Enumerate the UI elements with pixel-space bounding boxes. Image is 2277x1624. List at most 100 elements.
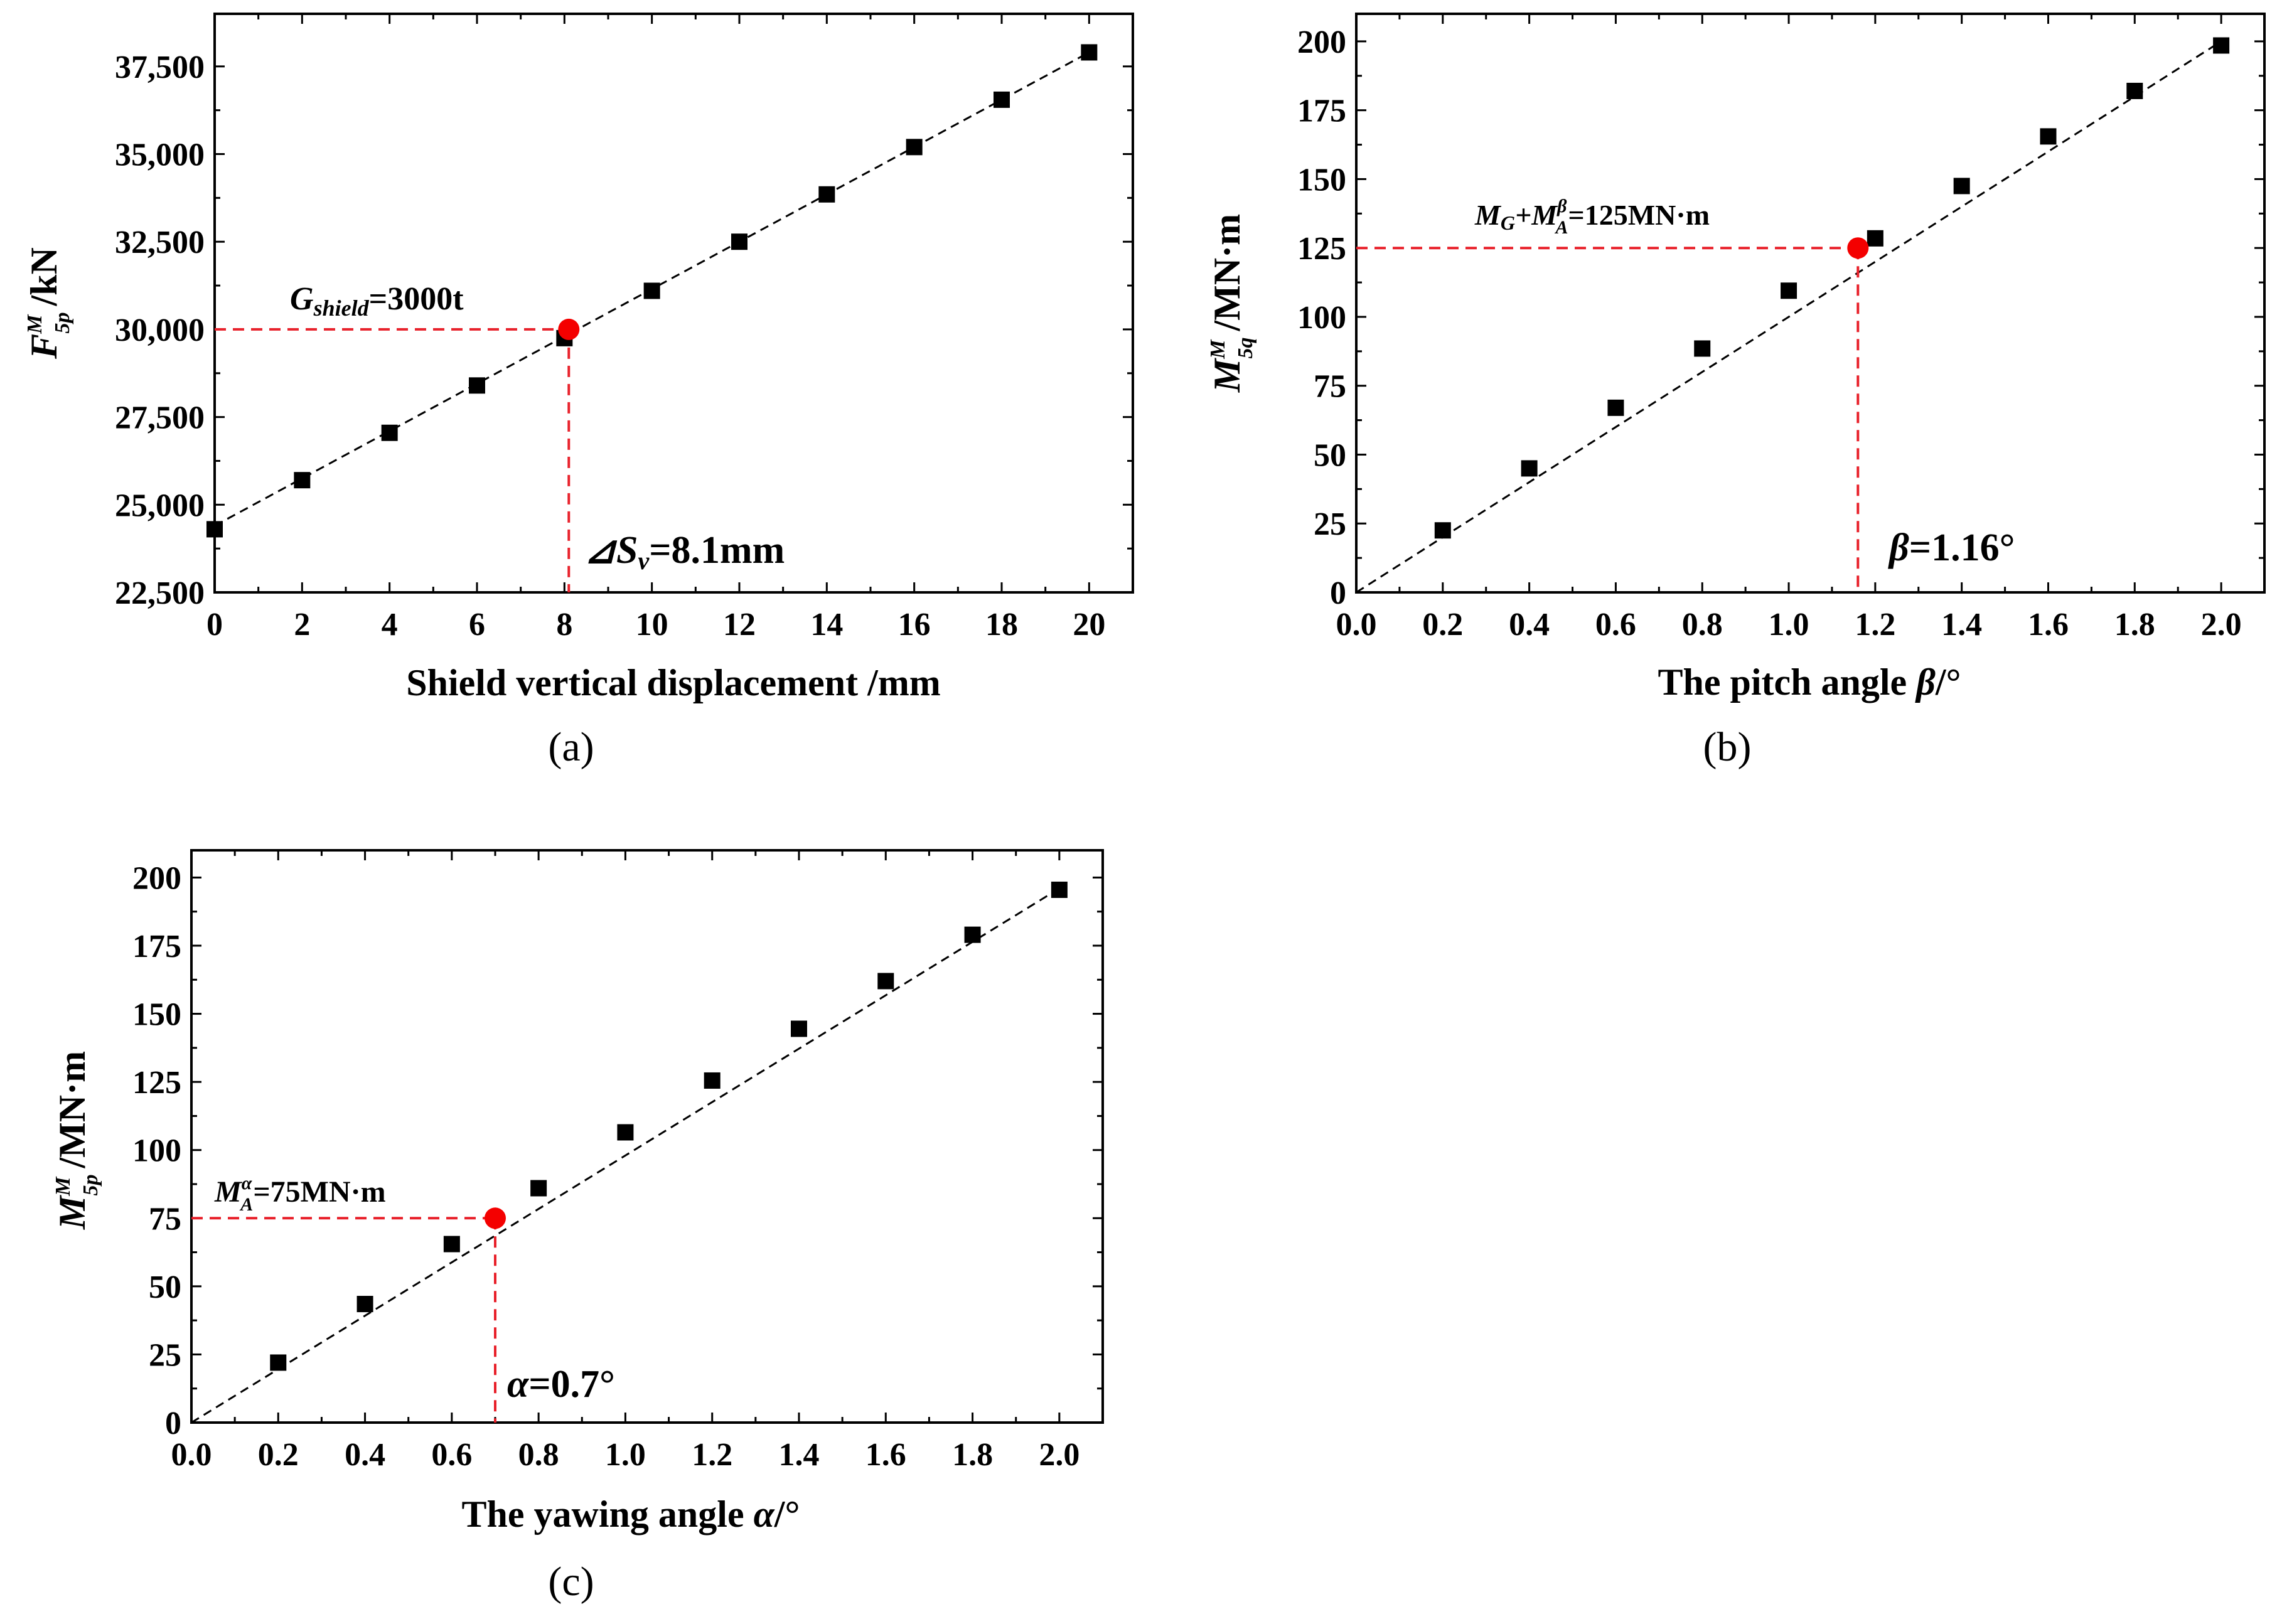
annotation-bottom-b: β=1.16°: [1888, 526, 2015, 569]
x-tick-label: 1.6: [865, 1437, 906, 1473]
plot-frame-b: [1355, 13, 2266, 594]
x-tick-label: 0.4: [345, 1437, 385, 1473]
x-tick-label: 0.0: [1336, 607, 1377, 643]
lines-c: [191, 887, 1060, 1424]
caption-b: (b): [1703, 724, 1752, 770]
x-tick-label: 12: [723, 607, 756, 643]
data-point: [1434, 522, 1451, 539]
data-point: [731, 233, 747, 250]
data-point: [381, 424, 398, 441]
points-b: [1434, 37, 2230, 539]
y-tick-label: 75: [149, 1201, 181, 1237]
data-point: [2126, 82, 2143, 99]
x-tick-label: 0.8: [1682, 607, 1723, 643]
y-tick-label: 0: [1330, 575, 1346, 611]
y-tick-label: 32,500: [115, 225, 205, 260]
data-point: [1694, 340, 1711, 357]
x-tick-label: 2: [294, 607, 310, 643]
x-axis-label-a: Shield vertical displacement /mm: [406, 662, 941, 703]
data-point: [818, 186, 835, 203]
y-tick-label: 100: [132, 1133, 181, 1169]
annotation-bottom-a: ⊿Sv=8.1mm: [584, 529, 785, 575]
data-point: [1781, 282, 1797, 299]
y-tick-label: 25: [1314, 506, 1346, 542]
trend-line: [191, 887, 1060, 1424]
data-point: [704, 1072, 721, 1089]
data-point: [443, 1236, 460, 1253]
chart-panel-a: 0 2 4 6 8 10 12 14 16 18 20 22,500 25,000 27,500 30,0…: [23, 13, 1134, 770]
chart-panel-c: 0.0 0.2 0.4 0.6 0.8 1.0 1.2 1.4 1.6 1.8 2.0 0 25 50 7…: [51, 849, 1104, 1605]
annotation-top-b: MG+Mβ A=125MN·m: [1474, 196, 1710, 238]
x-tick-label: 0.6: [431, 1437, 472, 1473]
data-point: [356, 1296, 373, 1313]
x-tick-label: 16: [898, 607, 931, 643]
x-tick-label: 8: [556, 607, 572, 643]
y-tick-label: 200: [1297, 24, 1346, 60]
y-tick-label: 200: [132, 860, 181, 896]
y-tick-label: 50: [1314, 437, 1346, 473]
data-point: [1051, 881, 1068, 898]
data-point: [2040, 128, 2057, 145]
x-tick-label: 1.8: [2114, 607, 2155, 643]
x-tick-label: 0.2: [1422, 607, 1463, 643]
x-tick-label: 0.8: [518, 1437, 559, 1473]
y-tick-label: 50: [149, 1269, 181, 1305]
annotation-top-c: Mα A=75MN·m: [214, 1173, 386, 1215]
x-tick-label: 1.8: [952, 1437, 993, 1473]
x-tick-label: 18: [985, 607, 1018, 643]
data-point: [530, 1180, 547, 1197]
x-tick-label: 10: [636, 607, 668, 643]
y-tick-label: 22,500: [115, 575, 205, 611]
x-axis-label-c: The yawing angle α/°: [462, 1493, 800, 1535]
y-tick-label: 35,000: [115, 137, 205, 173]
x-tick-label: 1.6: [2028, 607, 2069, 643]
y-tick-label: 150: [132, 997, 181, 1033]
data-point: [270, 1354, 287, 1371]
y-tick-label: 125: [1297, 231, 1346, 267]
lines-a: [214, 51, 1090, 592]
x-tick-label: 0.0: [171, 1437, 212, 1473]
x-axis-label-b: The pitch angle β/°: [1658, 661, 1961, 703]
data-point: [617, 1124, 634, 1141]
y-tick-label: 175: [132, 929, 181, 964]
highlight-point: [485, 1207, 506, 1229]
trend-line: [1356, 40, 2222, 594]
x-tick-label: 14: [810, 607, 843, 643]
data-point: [2213, 37, 2230, 54]
annotation-top-a: Gshield=3000t: [290, 281, 464, 321]
x-tick-label: 1.4: [779, 1437, 820, 1473]
y-tick-label: 0: [165, 1406, 181, 1441]
x-tick-label: 2.0: [1039, 1437, 1080, 1473]
data-point: [1867, 230, 1883, 247]
x-tick-label: 0.4: [1509, 607, 1550, 643]
data-point: [906, 139, 923, 156]
data-point: [1521, 460, 1538, 477]
data-point: [294, 472, 311, 489]
y-axis-label-a: FM 5p/kN: [23, 247, 74, 360]
y-tick-label: 175: [1297, 93, 1346, 129]
plot-frame-c: [190, 849, 1104, 1424]
x-ticks-c: 0.0 0.2 0.4 0.6 0.8 1.0 1.2 1.4 1.6 1.8 2.0: [171, 850, 1080, 1473]
x-tick-label: 1.0: [1769, 607, 1809, 643]
data-point: [791, 1020, 807, 1037]
x-tick-label: 4: [382, 607, 398, 643]
y-axis-label-c: MM 5p/MN·m: [51, 1051, 102, 1230]
y-tick-label: 75: [1314, 369, 1346, 405]
y-tick-label: 150: [1297, 162, 1346, 198]
plot-frame-a: [213, 13, 1134, 594]
y-tick-label: 27,500: [115, 400, 205, 436]
data-point: [206, 521, 223, 538]
x-tick-label: 1.4: [1941, 607, 1982, 643]
x-ticks-b: 0.0 0.2 0.4 0.6 0.8 1.0 1.2 1.4 1.6 1.8 2.0: [1336, 14, 2242, 643]
y-tick-label: 25: [149, 1337, 181, 1373]
x-tick-label: 6: [469, 607, 485, 643]
x-tick-label: 0.6: [1595, 607, 1636, 643]
data-point: [1081, 44, 1098, 61]
data-point: [1953, 178, 1970, 195]
y-tick-label: 25,000: [115, 488, 205, 523]
x-tick-label: 1.2: [1855, 607, 1895, 643]
highlight-point: [1847, 237, 1869, 259]
annotation-bottom-c: α=0.7°: [507, 1363, 615, 1406]
x-tick-label: 1.0: [605, 1437, 646, 1473]
